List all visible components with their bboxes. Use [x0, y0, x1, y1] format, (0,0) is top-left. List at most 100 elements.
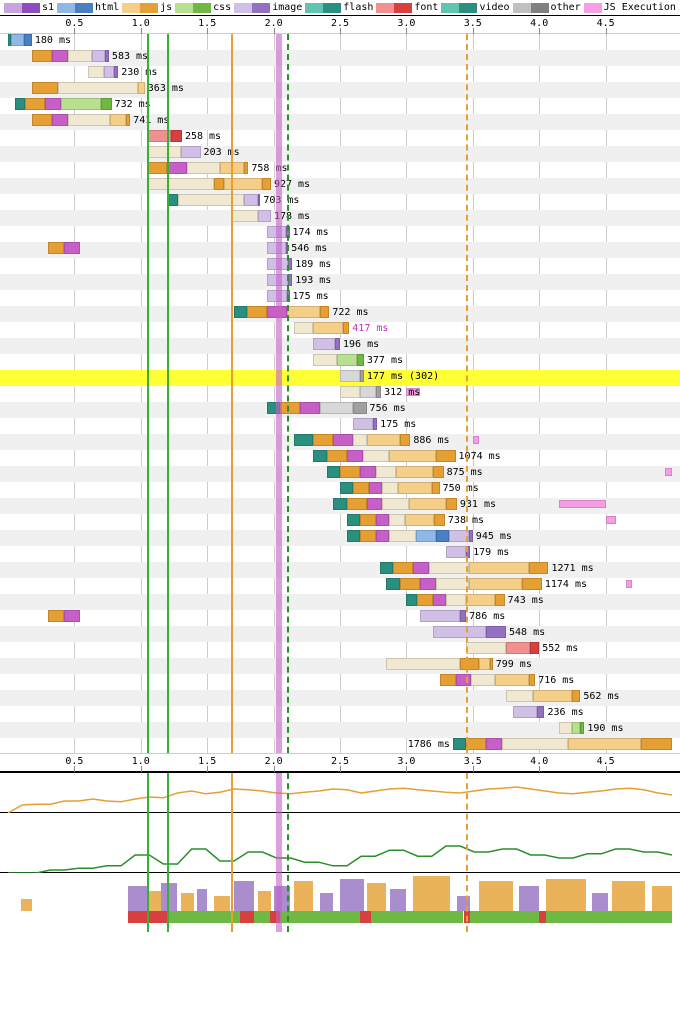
row-label: 258 ms — [185, 131, 221, 142]
segment-ttfb_js — [313, 322, 342, 334]
vline-marker — [231, 34, 233, 753]
strip-segment — [470, 911, 539, 923]
segment-dns — [347, 530, 360, 542]
segment-connect — [466, 738, 486, 750]
mini-bar — [294, 881, 314, 911]
segment-wait — [178, 194, 244, 206]
waterfall-row: 174 ms — [0, 226, 680, 242]
waterfall-row: 758 ms — [0, 162, 680, 178]
mini-bar — [479, 881, 512, 911]
segment-dns — [333, 498, 346, 510]
util-lane — [0, 813, 680, 873]
segment-dl_css — [580, 722, 584, 734]
segment-connect — [460, 658, 480, 670]
waterfall-row: 203 ms — [0, 146, 680, 162]
waterfall-row: 548 ms — [0, 626, 680, 642]
waterfall-row: 799 ms — [0, 658, 680, 674]
jsexec-marker — [606, 516, 617, 524]
row-label: 756 ms — [370, 403, 406, 414]
segment-ttfb_img — [313, 338, 334, 350]
legend-item: video — [441, 2, 509, 13]
segment-dl_js — [641, 738, 672, 750]
legend-item: image — [234, 2, 302, 13]
segment-wait — [446, 594, 466, 606]
segment-ttfb_img — [353, 418, 373, 430]
vline-marker — [167, 34, 169, 753]
segment-connect — [48, 242, 64, 254]
segment-dl_img — [537, 706, 545, 718]
segment-connect — [147, 162, 167, 174]
segment-ssl — [167, 162, 187, 174]
row-label: 1174 ms — [545, 579, 587, 590]
waterfall-row: 927 ms — [0, 178, 680, 194]
segment-ttfb_html — [416, 530, 436, 542]
legend-item: flash — [305, 2, 373, 13]
mini-bar — [413, 876, 450, 911]
segment-connect — [360, 514, 376, 526]
waterfall-row: 931 ms — [0, 498, 680, 514]
segment-wait — [340, 386, 360, 398]
strip-segment — [254, 911, 270, 923]
legend-item: css — [175, 2, 231, 13]
waterfall-row: 738 ms — [0, 514, 680, 530]
segment-ttfb_js — [287, 306, 320, 318]
waterfall-row: 1271 ms — [0, 562, 680, 578]
segment-connect — [280, 402, 300, 414]
mini-bar — [519, 886, 539, 911]
waterfall-row: 1174 ms — [0, 578, 680, 594]
waterfall-row: 743 ms — [0, 594, 680, 610]
axis-bottom: 0.51.01.52.02.53.03.54.04.5 — [0, 753, 680, 771]
segment-ttfb_img — [433, 626, 486, 638]
row-label: 750 ms — [443, 483, 479, 494]
waterfall-row: 417 ms — [0, 322, 680, 338]
segment-ttfb_img — [181, 146, 201, 158]
cpu-lane — [0, 773, 680, 813]
segment-ttfb_js — [138, 82, 145, 94]
jsexec-marker — [559, 500, 605, 508]
segment-dl_js — [262, 178, 271, 190]
row-label: 716 ms — [538, 675, 574, 686]
row-label: 179 ms — [473, 547, 509, 558]
waterfall-row: 945 ms — [0, 530, 680, 546]
vline-marker — [287, 773, 289, 932]
segment-dns — [386, 578, 399, 590]
row-label: 546 ms — [291, 243, 327, 254]
waterfall-row: 786 ms — [0, 610, 680, 626]
waterfall-row: 741 ms — [0, 114, 680, 130]
segment-dns — [294, 434, 314, 446]
waterfall-row: 236 ms — [0, 706, 680, 722]
segment-ttfb_other — [360, 386, 376, 398]
mini-bar — [592, 893, 608, 911]
row-label: 175 ms — [380, 419, 416, 430]
segment-dl_img — [105, 50, 109, 62]
vline-marker — [276, 773, 282, 932]
waterfall-row: 716 ms — [0, 674, 680, 690]
segment-ttfb_img — [244, 194, 257, 206]
segment-ttfb_js — [568, 738, 641, 750]
segment-dl_img — [335, 338, 340, 350]
segment-ttfb_css — [572, 722, 580, 734]
segment-wait — [389, 530, 416, 542]
row-label: 732 ms — [115, 99, 151, 110]
row-label: 786 ms — [469, 611, 505, 622]
segment-dl_html — [24, 34, 32, 46]
waterfall-row: 175 ms — [0, 290, 680, 306]
segment-wait — [386, 658, 459, 670]
vline-marker — [231, 773, 233, 932]
segment-dl_js — [432, 482, 440, 494]
legend-item: JS Execution — [584, 2, 676, 13]
row-label: 189 ms — [295, 259, 331, 270]
segment-wait — [502, 738, 568, 750]
mini-bar — [258, 891, 271, 911]
strip-segment — [546, 911, 672, 923]
segment-ssl — [376, 530, 389, 542]
segment-wait — [187, 162, 220, 174]
segment-ssl — [486, 738, 502, 750]
mini-bar — [21, 899, 32, 911]
waterfall-row: 886 ms — [0, 434, 680, 450]
segment-dl_js — [529, 674, 536, 686]
vline-marker — [147, 773, 149, 932]
segment-dl_other — [353, 402, 366, 414]
segment-dl_js — [490, 658, 493, 670]
vline-marker — [167, 773, 169, 932]
